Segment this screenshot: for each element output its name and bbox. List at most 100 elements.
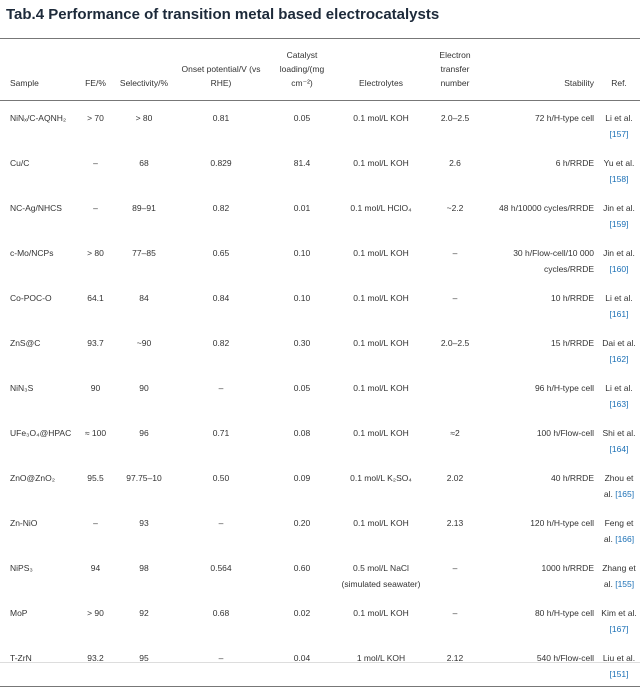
table-cell: 1000 h/RRDE	[541, 563, 594, 573]
table-cell: UFe₃O₄@HPAC	[10, 428, 72, 438]
table-cell: > 80	[135, 113, 153, 123]
table-cell: –	[93, 158, 98, 168]
table-cell: 540 h/Flow-cell	[536, 653, 594, 663]
table-cell: 98	[139, 563, 149, 573]
table-cell: 2.0–2.5	[440, 113, 470, 123]
table-cell: Cu/C	[10, 158, 30, 168]
ref-link[interactable]: [160]	[609, 264, 629, 274]
ref-cell: Jin et al. [159]	[598, 191, 640, 236]
table-cell: 0.1 mol/L K₂SO₄	[350, 473, 412, 483]
ref-link[interactable]: [164]	[609, 444, 629, 454]
ref-author: Dai et al.	[602, 338, 636, 348]
table-body: NiNₓ/C-AQNH₂ > 70 > 80 0.81 0.05 0.1 mol/L KO…	[0, 101, 640, 687]
table-cell: 0.1 mol/L HClO₄	[350, 203, 412, 213]
table-row: NiNₓ/C-AQNH₂ > 70 > 80 0.81 0.05 0.1 mol/L KO…	[0, 101, 640, 147]
header-cell: Stability	[564, 78, 594, 88]
table-row: ZnS@C 93.7 ~90 0.82 0.30 0.1 mol/L KOH 2.0–2.5…	[0, 326, 640, 371]
table-cell: 0.564	[210, 563, 232, 573]
table-cell: 96 h/H-type cell	[534, 383, 594, 393]
table-cell: 89–91	[132, 203, 156, 213]
table-cell: 0.05	[293, 113, 311, 123]
ref-link[interactable]: [161]	[609, 309, 629, 319]
table-cell: 0.10	[293, 293, 311, 303]
ref-link[interactable]: [167]	[609, 624, 629, 634]
ref-link[interactable]: [162]	[609, 354, 629, 364]
table-cell: 0.1 mol/L KOH	[353, 428, 409, 438]
header-cell: Ref.	[611, 78, 627, 88]
ref-link[interactable]: [155]	[615, 579, 635, 589]
ref-cell: Zhang et al. [155]	[598, 551, 640, 596]
table-cell: 0.1 mol/L KOH	[353, 383, 409, 393]
table-cell: 81.4	[293, 158, 311, 168]
table-cell: 92	[139, 608, 149, 618]
table-cell: 2.13	[446, 518, 464, 528]
table-cell: 97.75–10	[126, 473, 162, 483]
header-cell: Sample	[10, 78, 39, 88]
table-cell: 0.01	[293, 203, 311, 213]
ref-link[interactable]: [151]	[609, 669, 629, 679]
table-cell: 90	[90, 383, 101, 393]
table-cell: ~90	[136, 338, 152, 348]
ref-link[interactable]: [159]	[609, 219, 629, 229]
ref-author: Shi et al.	[602, 428, 636, 438]
table-cell: 0.20	[293, 518, 311, 528]
table-cell: NC-Ag/NHCS	[10, 203, 62, 213]
table-cell: –	[452, 293, 458, 303]
ref-cell: Li et al. [163]	[598, 371, 640, 416]
table-cell: NiPS₃	[10, 563, 33, 573]
table-cell: 80 h/H-type cell	[534, 608, 594, 618]
ref-link[interactable]: [158]	[609, 174, 629, 184]
table-cell: 93.7	[87, 338, 104, 348]
table-cell: 0.81	[212, 113, 230, 123]
table-cell: 10 h/RRDE	[551, 293, 594, 303]
table-row: UFe₃O₄@HPAC ≈ 100 96 0.71 0.08 0.1 mol/L KOH ≈…	[0, 416, 640, 461]
table-row: NiPS₃ 94 98 0.564 0.60 0.5 mol/L NaCl (simula…	[0, 551, 640, 596]
table-cell: 93	[139, 518, 149, 528]
table-row: Zn-NiO – 93 – 0.20 0.1 mol/L KOH 2.13 120 h/H-t…	[0, 506, 640, 551]
table-cell: –	[452, 608, 458, 618]
table-cell: –	[452, 248, 458, 258]
table-cell: 0.08	[293, 428, 311, 438]
table-cell: 0.68	[212, 608, 230, 618]
table-cell: 0.10	[293, 248, 311, 258]
data-table: Sample FE/% Selectivity/% Onset potential/V…	[0, 38, 640, 687]
table-row: Cu/C – 68 0.829 81.4 0.1 mol/L KOH 2.6 6 h/RRDE…	[0, 146, 640, 191]
table-cell: 64.1	[87, 293, 104, 303]
ref-cell: Feng et al. [166]	[598, 506, 640, 551]
ref-link[interactable]: [165]	[615, 489, 635, 499]
table-cell: ZnS@C	[10, 338, 41, 348]
table-cell: 0.1 mol/L KOH	[353, 608, 409, 618]
table-cell: –	[218, 383, 224, 393]
ref-cell: Kim et al. [167]	[598, 596, 640, 641]
ref-author: Zhang et al.	[602, 563, 636, 589]
table-cell: 6 h/RRDE	[555, 158, 594, 168]
table-cell: 0.1 mol/L KOH	[353, 338, 409, 348]
table-cell: NiN₃S	[10, 383, 34, 393]
table-cell: 0.829	[210, 158, 232, 168]
ref-link[interactable]: [157]	[609, 129, 629, 139]
ref-link[interactable]: [166]	[615, 534, 635, 544]
table-cell: 0.30	[293, 338, 311, 348]
header-cell: Selectivity/%	[119, 78, 169, 88]
ref-cell: Jin et al. [160]	[598, 236, 640, 281]
table-cell: 0.1 mol/L KOH	[353, 293, 409, 303]
ref-link[interactable]: [163]	[609, 399, 629, 409]
header-cell: FE/%	[85, 78, 106, 88]
table-cell: 0.05	[293, 383, 311, 393]
table-cell: Zn-NiO	[10, 518, 38, 528]
table-cell: 2.0–2.5	[440, 338, 470, 348]
ref-author: Kim et al.	[601, 608, 637, 618]
table-cell: Co-POC-O	[10, 293, 52, 303]
ref-author: Liu et al.	[602, 653, 636, 663]
table-cell: 72 h/H-type cell	[534, 113, 594, 123]
table-cell: –	[93, 203, 98, 213]
table-cell: 0.71	[212, 428, 230, 438]
ref-author: Li et al.	[605, 293, 633, 303]
table-cell: 93.2	[87, 653, 104, 663]
table-cell: 120 h/H-type cell	[530, 518, 594, 528]
table-cell: 100 h/Flow-cell	[536, 428, 594, 438]
header-cell: Electrolytes	[359, 78, 403, 88]
table-cell: 0.82	[212, 338, 230, 348]
table-cell: NiNₓ/C-AQNH₂	[10, 113, 67, 123]
table-cell: 0.1 mol/L KOH	[353, 158, 409, 168]
